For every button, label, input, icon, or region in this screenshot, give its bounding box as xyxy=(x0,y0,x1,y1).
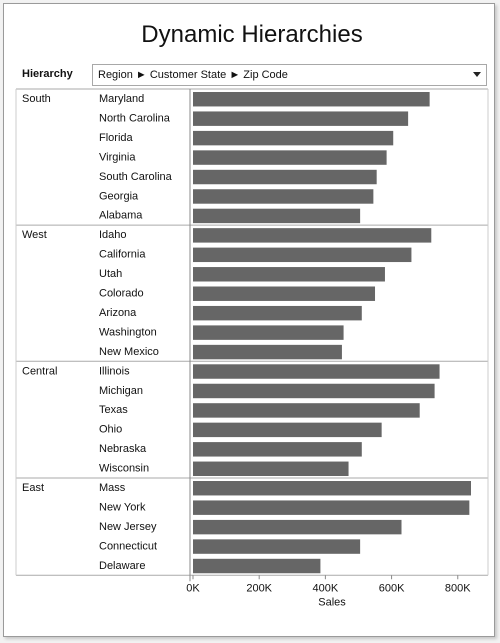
state-label: Alabama xyxy=(99,210,143,222)
sales-bar-chart: South Maryland North Carolina Florida Virgin… xyxy=(15,88,489,608)
bar xyxy=(193,383,435,399)
state-label: Colorado xyxy=(99,288,144,300)
dashboard-title: Dynamic Hierarchies xyxy=(141,21,363,48)
bar xyxy=(193,189,374,204)
bar xyxy=(193,325,344,340)
dashboard-frame: Dynamic Hierarchies Hierarchy Region ► C… xyxy=(3,3,495,637)
state-label: California xyxy=(99,249,146,261)
bar xyxy=(193,247,412,263)
bar xyxy=(193,208,361,224)
state-label: Idaho xyxy=(99,229,127,241)
bar xyxy=(193,422,382,438)
x-axis-title: Sales xyxy=(318,596,346,608)
bar xyxy=(193,111,409,126)
state-label: Florida xyxy=(99,132,134,144)
bar xyxy=(193,150,387,165)
bar xyxy=(193,344,342,360)
bar xyxy=(193,442,362,457)
state-label: South Carolina xyxy=(99,171,173,183)
state-label: Arizona xyxy=(99,307,137,319)
bar xyxy=(193,169,377,185)
bar xyxy=(193,267,385,282)
bar xyxy=(193,539,361,554)
state-label: Delaware xyxy=(99,560,145,572)
bar xyxy=(193,286,376,301)
state-label: Illinois xyxy=(99,365,130,377)
bar xyxy=(193,500,470,515)
bar xyxy=(193,92,430,107)
x-tick-label: 0K xyxy=(186,582,200,594)
bar xyxy=(193,519,402,535)
state-label: Connecticut xyxy=(99,540,157,552)
hierarchy-dropdown[interactable]: Region ► Customer State ► Zip Code xyxy=(92,64,487,86)
bar xyxy=(193,558,321,574)
state-label: Michigan xyxy=(99,385,143,397)
state-label: Georgia xyxy=(99,190,139,202)
state-label: Nebraska xyxy=(99,443,147,455)
state-label: New Mexico xyxy=(99,346,159,358)
region-label-west: West xyxy=(22,229,47,241)
state-label: Washington xyxy=(99,326,157,338)
region-label-central: Central xyxy=(22,365,57,377)
chevron-down-icon[interactable] xyxy=(473,72,481,77)
bar xyxy=(193,228,432,243)
x-tick-label: 200K xyxy=(246,582,272,594)
state-label: New Jersey xyxy=(99,521,157,533)
state-label: New York xyxy=(99,501,146,513)
hierarchy-dropdown-value: Region ► Customer State ► Zip Code xyxy=(98,69,288,81)
state-label: North Carolina xyxy=(99,112,171,124)
bar xyxy=(193,305,362,321)
bar xyxy=(193,481,471,496)
state-label: Maryland xyxy=(99,93,144,105)
bar xyxy=(193,403,420,418)
state-label: Utah xyxy=(99,268,122,280)
hierarchy-label: Hierarchy xyxy=(22,68,73,80)
x-tick-label: 800K xyxy=(445,582,471,594)
region-label-south: South xyxy=(22,93,51,105)
state-label: Virginia xyxy=(99,151,136,163)
x-tick-label: 400K xyxy=(313,582,339,594)
state-label: Mass xyxy=(99,482,126,494)
state-label: Wisconsin xyxy=(99,463,149,475)
region-label-east: East xyxy=(22,482,44,494)
state-label: Texas xyxy=(99,404,128,416)
bar xyxy=(193,461,349,476)
state-label: Ohio xyxy=(99,424,122,436)
bar xyxy=(193,364,440,379)
x-tick-label: 600K xyxy=(379,582,405,594)
bar xyxy=(193,130,394,146)
